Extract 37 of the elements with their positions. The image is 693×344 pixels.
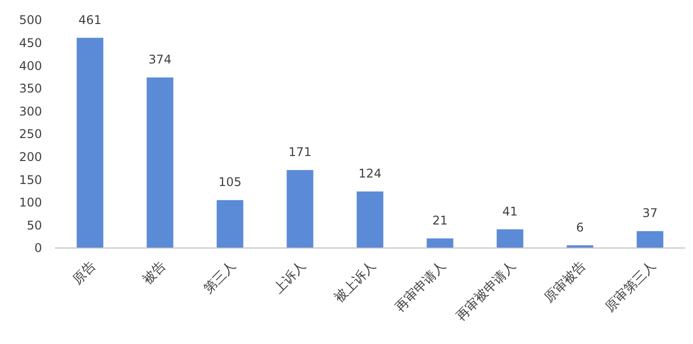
y-tick-label: 500: [19, 13, 42, 28]
y-tick-label: 300: [19, 104, 42, 118]
bar: [146, 77, 174, 248]
data-label: 41: [502, 204, 518, 218]
bar: [426, 238, 454, 248]
y-tick-label: 150: [19, 172, 42, 187]
bar: [356, 191, 384, 248]
x-tick-label: 再审申请人: [392, 258, 450, 316]
data-label: 37: [642, 206, 658, 220]
x-tick-label: 原审第三人: [602, 258, 660, 316]
data-label: 171: [288, 145, 312, 160]
data-label: 6: [576, 220, 584, 234]
x-tick-label: 原审被告: [541, 258, 590, 306]
x-tick-label: 再审被申请人: [452, 258, 520, 324]
data-label: 374: [148, 52, 172, 66]
data-label: 124: [358, 166, 382, 180]
y-tick-label: 250: [19, 127, 42, 142]
bar: [496, 229, 524, 248]
bar: [636, 231, 664, 248]
y-tick-label: 400: [19, 58, 42, 73]
y-tick-label: 100: [19, 196, 42, 210]
data-label: 461: [78, 12, 102, 27]
data-label: 21: [432, 213, 448, 228]
y-tick-label: 350: [19, 82, 42, 96]
x-tick-label: 第三人: [201, 258, 240, 297]
x-tick-label: 原告: [70, 258, 100, 288]
y-tick-label: 450: [19, 36, 42, 50]
y-tick-label: 50: [26, 218, 42, 232]
y-tick-label: 0: [34, 241, 42, 256]
data-label: 105: [218, 175, 242, 190]
bar: [216, 200, 244, 248]
bar: [286, 170, 314, 248]
bar: [76, 38, 104, 248]
x-tick-label: 被上诉人: [332, 258, 380, 306]
x-tick-label: 上诉人: [271, 258, 310, 297]
x-tick-label: 被告: [140, 258, 170, 288]
y-tick-label: 200: [19, 150, 42, 164]
